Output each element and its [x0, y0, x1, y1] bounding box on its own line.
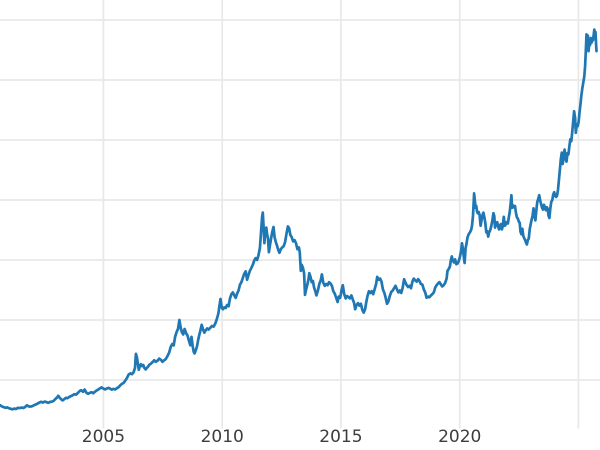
- x-tick-label: 2015: [319, 427, 362, 447]
- price-line: [0, 28, 598, 411]
- x-tick-label: 2005: [82, 427, 125, 447]
- x-tick-label: 2010: [201, 427, 244, 447]
- x-tick-label: 2020: [438, 427, 481, 447]
